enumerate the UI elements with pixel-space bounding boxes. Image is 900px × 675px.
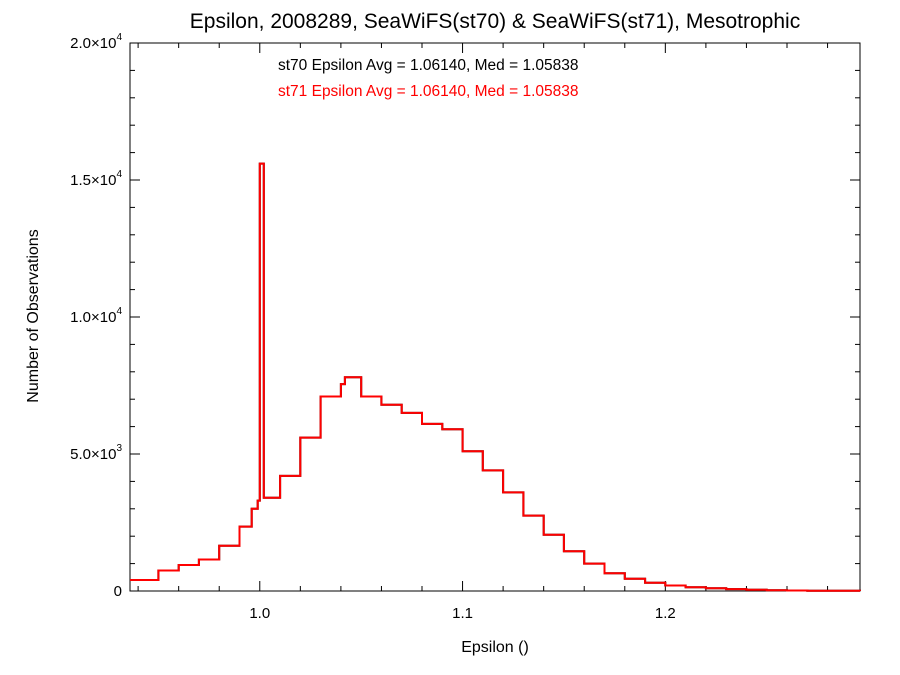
stats-annotation-2: st71 Epsilon Avg = 1.06140, Med = 1.0583…: [278, 83, 578, 100]
stats-annotation-1: st70 Epsilon Avg = 1.06140, Med = 1.0583…: [278, 57, 578, 74]
plot-frame: [129, 42, 861, 592]
series-layer: [130, 162, 861, 592]
x-tick-label: 1.0: [249, 605, 270, 622]
y-tick-label: 2.0×104: [70, 32, 122, 52]
histogram-series-2: [130, 162, 861, 592]
annotations: st70 Epsilon Avg = 1.06140, Med = 1.0583…: [278, 57, 578, 100]
y-tick-label: 0: [114, 583, 122, 600]
y-axis: 0 5.0×103 1.0×104 1.5×104 2.0×104: [70, 32, 860, 600]
x-tick-label: 1.1: [452, 605, 473, 622]
y-tick-label: 1.5×104: [70, 169, 122, 189]
y-tick-label: 1.0×104: [70, 306, 122, 326]
chart-title: Epsilon, 2008289, SeaWiFS(st70) & SeaWiF…: [190, 10, 800, 33]
y-tick-label: 5.0×103: [70, 443, 122, 463]
y-axis-label: Number of Observations: [25, 229, 42, 402]
x-axis-label: Epsilon (): [461, 639, 529, 656]
x-tick-label: 1.2: [655, 605, 676, 622]
plot-area: [129, 42, 861, 592]
x-axis: 1.0 1.1 1.2: [137, 43, 829, 622]
